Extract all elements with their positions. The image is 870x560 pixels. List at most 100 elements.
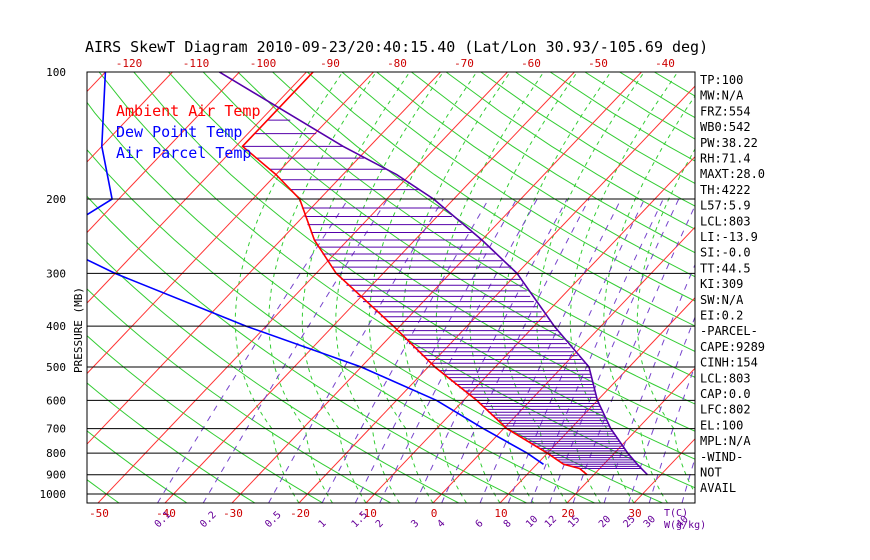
stat-entry: EI:0.2 (700, 309, 743, 323)
dry-adiabat (87, 430, 188, 503)
mixing-ratio-tick-label: 0.2 (198, 510, 219, 531)
stat-entry: NOT (700, 466, 722, 480)
bottom-temp-tick-label: 0 (431, 507, 438, 520)
mixing-ratio-line (603, 263, 695, 503)
bottom-temp-tick-label: -30 (223, 507, 243, 520)
mixing-ratio-line (648, 364, 695, 503)
isotherm (97, 72, 508, 503)
stat-entry: PW:38.22 (700, 136, 758, 150)
top-temp-tick-label: -50 (588, 57, 608, 70)
stat-entry: TT:44.5 (700, 261, 751, 275)
stat-entry: CINH:154 (700, 356, 758, 370)
pressure-tick-label: 300 (46, 267, 66, 280)
chart-title: AIRS SkewT Diagram 2010-09-23/20:40:15.4… (85, 38, 708, 56)
moist-adiabat (268, 72, 377, 503)
plot-frame (86, 71, 696, 504)
stat-entry: TP:100 (700, 73, 743, 87)
mixing-ratio-line (628, 315, 695, 503)
mixing-ratio-tick-label: 0.5 (263, 510, 284, 531)
stat-entry: CAPE:9289 (700, 340, 765, 354)
stat-entry: LI:-13.9 (700, 230, 758, 244)
stat-entry: MPL:N/A (700, 434, 751, 448)
mixing-ratio-tick-label: 10 (524, 514, 540, 530)
x-axis-label: T(C) (664, 508, 688, 519)
mixing-ratio-tick-label: 1 (317, 518, 329, 530)
bottom-temp-tick-label: 30 (628, 507, 641, 520)
isotherm (87, 72, 374, 375)
dry-adiabat (87, 334, 324, 503)
mixing-ratio-line (414, 198, 568, 503)
stat-entry: MW:N/A (700, 89, 744, 103)
mixing-ratio-label: W(g/kg) (664, 520, 706, 531)
bottom-temp-tick-label: 10 (494, 507, 507, 520)
stat-entry: SW:N/A (700, 293, 744, 307)
isotherm (231, 72, 642, 503)
top-temp-tick-label: -60 (521, 57, 541, 70)
stat-entry: CAP:0.0 (700, 387, 751, 401)
isotherm (0, 72, 38, 503)
isotherm (298, 85, 695, 503)
mixing-ratio-line (157, 198, 349, 503)
isotherm (87, 72, 173, 163)
mixing-ratio-tick-label: 30 (642, 514, 658, 530)
stat-entry: LCL:803 (700, 214, 751, 228)
stat-entry: KI:309 (700, 277, 743, 291)
stat-entry: -PARCEL- (700, 324, 758, 338)
pressure-tick-label: 100 (46, 66, 66, 79)
mixing-ratio-line (507, 198, 645, 503)
mixing-ratio-tick-label: 8 (502, 518, 514, 530)
dry-adiabat (341, 72, 695, 302)
isotherm (164, 72, 575, 503)
moist-adiabat (368, 72, 478, 503)
bottom-temp-tick-label: -40 (156, 507, 176, 520)
dry-adiabat (87, 195, 527, 503)
isotherm (87, 72, 106, 93)
mixing-ratio-line (530, 198, 664, 503)
isotherm (768, 72, 870, 503)
dry-adiabat (0, 72, 51, 503)
stat-entry: MAXT:28.0 (700, 167, 765, 181)
isotherm (87, 72, 240, 234)
isotherm (835, 72, 870, 503)
dry-adiabat (480, 72, 695, 207)
pressure-tick-label: 700 (46, 423, 66, 436)
moist-adiabat (569, 72, 679, 503)
mixing-ratio-line (479, 198, 622, 503)
top-temp-tick-label: -70 (454, 57, 474, 70)
dry-adiabat (87, 382, 256, 503)
pressure-tick-label: 900 (46, 469, 66, 482)
legend: Ambient Air Temp Dew Point Temp Air Parcel… (116, 102, 261, 162)
isotherm (566, 367, 695, 503)
pressure-tick-label: 1000 (40, 488, 67, 501)
bottom-temp-tick-label: -20 (290, 507, 310, 520)
pressure-tick-label: 500 (46, 361, 66, 374)
dry-adiabat (376, 72, 695, 278)
moist-adiabat (435, 72, 545, 503)
mixing-ratio-tick-label: 12 (543, 514, 559, 530)
isotherm (365, 155, 695, 503)
mixing-ratio-line (268, 198, 444, 503)
stat-entry: L57:5.9 (700, 199, 751, 213)
mixing-ratio-line (202, 198, 388, 503)
stat-entry: AVAIL (700, 481, 736, 495)
stat-entry: -WIND- (700, 450, 743, 464)
isotherm (87, 72, 441, 445)
dry-adiabat (306, 72, 695, 327)
mixing-ratio-line (549, 198, 680, 503)
dry-adiabat (237, 72, 695, 378)
stat-entry: TH:4222 (700, 183, 751, 197)
moist-adiabat (301, 72, 411, 503)
pressure-tick-label: 800 (46, 447, 66, 460)
stat-entry: FRZ:554 (700, 104, 751, 118)
top-temp-tick-label: -120 (116, 57, 143, 70)
top-temp-tick-label: -90 (320, 57, 340, 70)
moist-adiabat (603, 95, 695, 503)
dry-adiabat (98, 72, 695, 489)
mixing-ratio-line (379, 198, 538, 503)
moist-adiabat (636, 147, 695, 495)
dry-adiabat (168, 72, 695, 432)
stat-entry: LCL:803 (700, 371, 751, 385)
mixing-ratio-line (321, 198, 490, 503)
